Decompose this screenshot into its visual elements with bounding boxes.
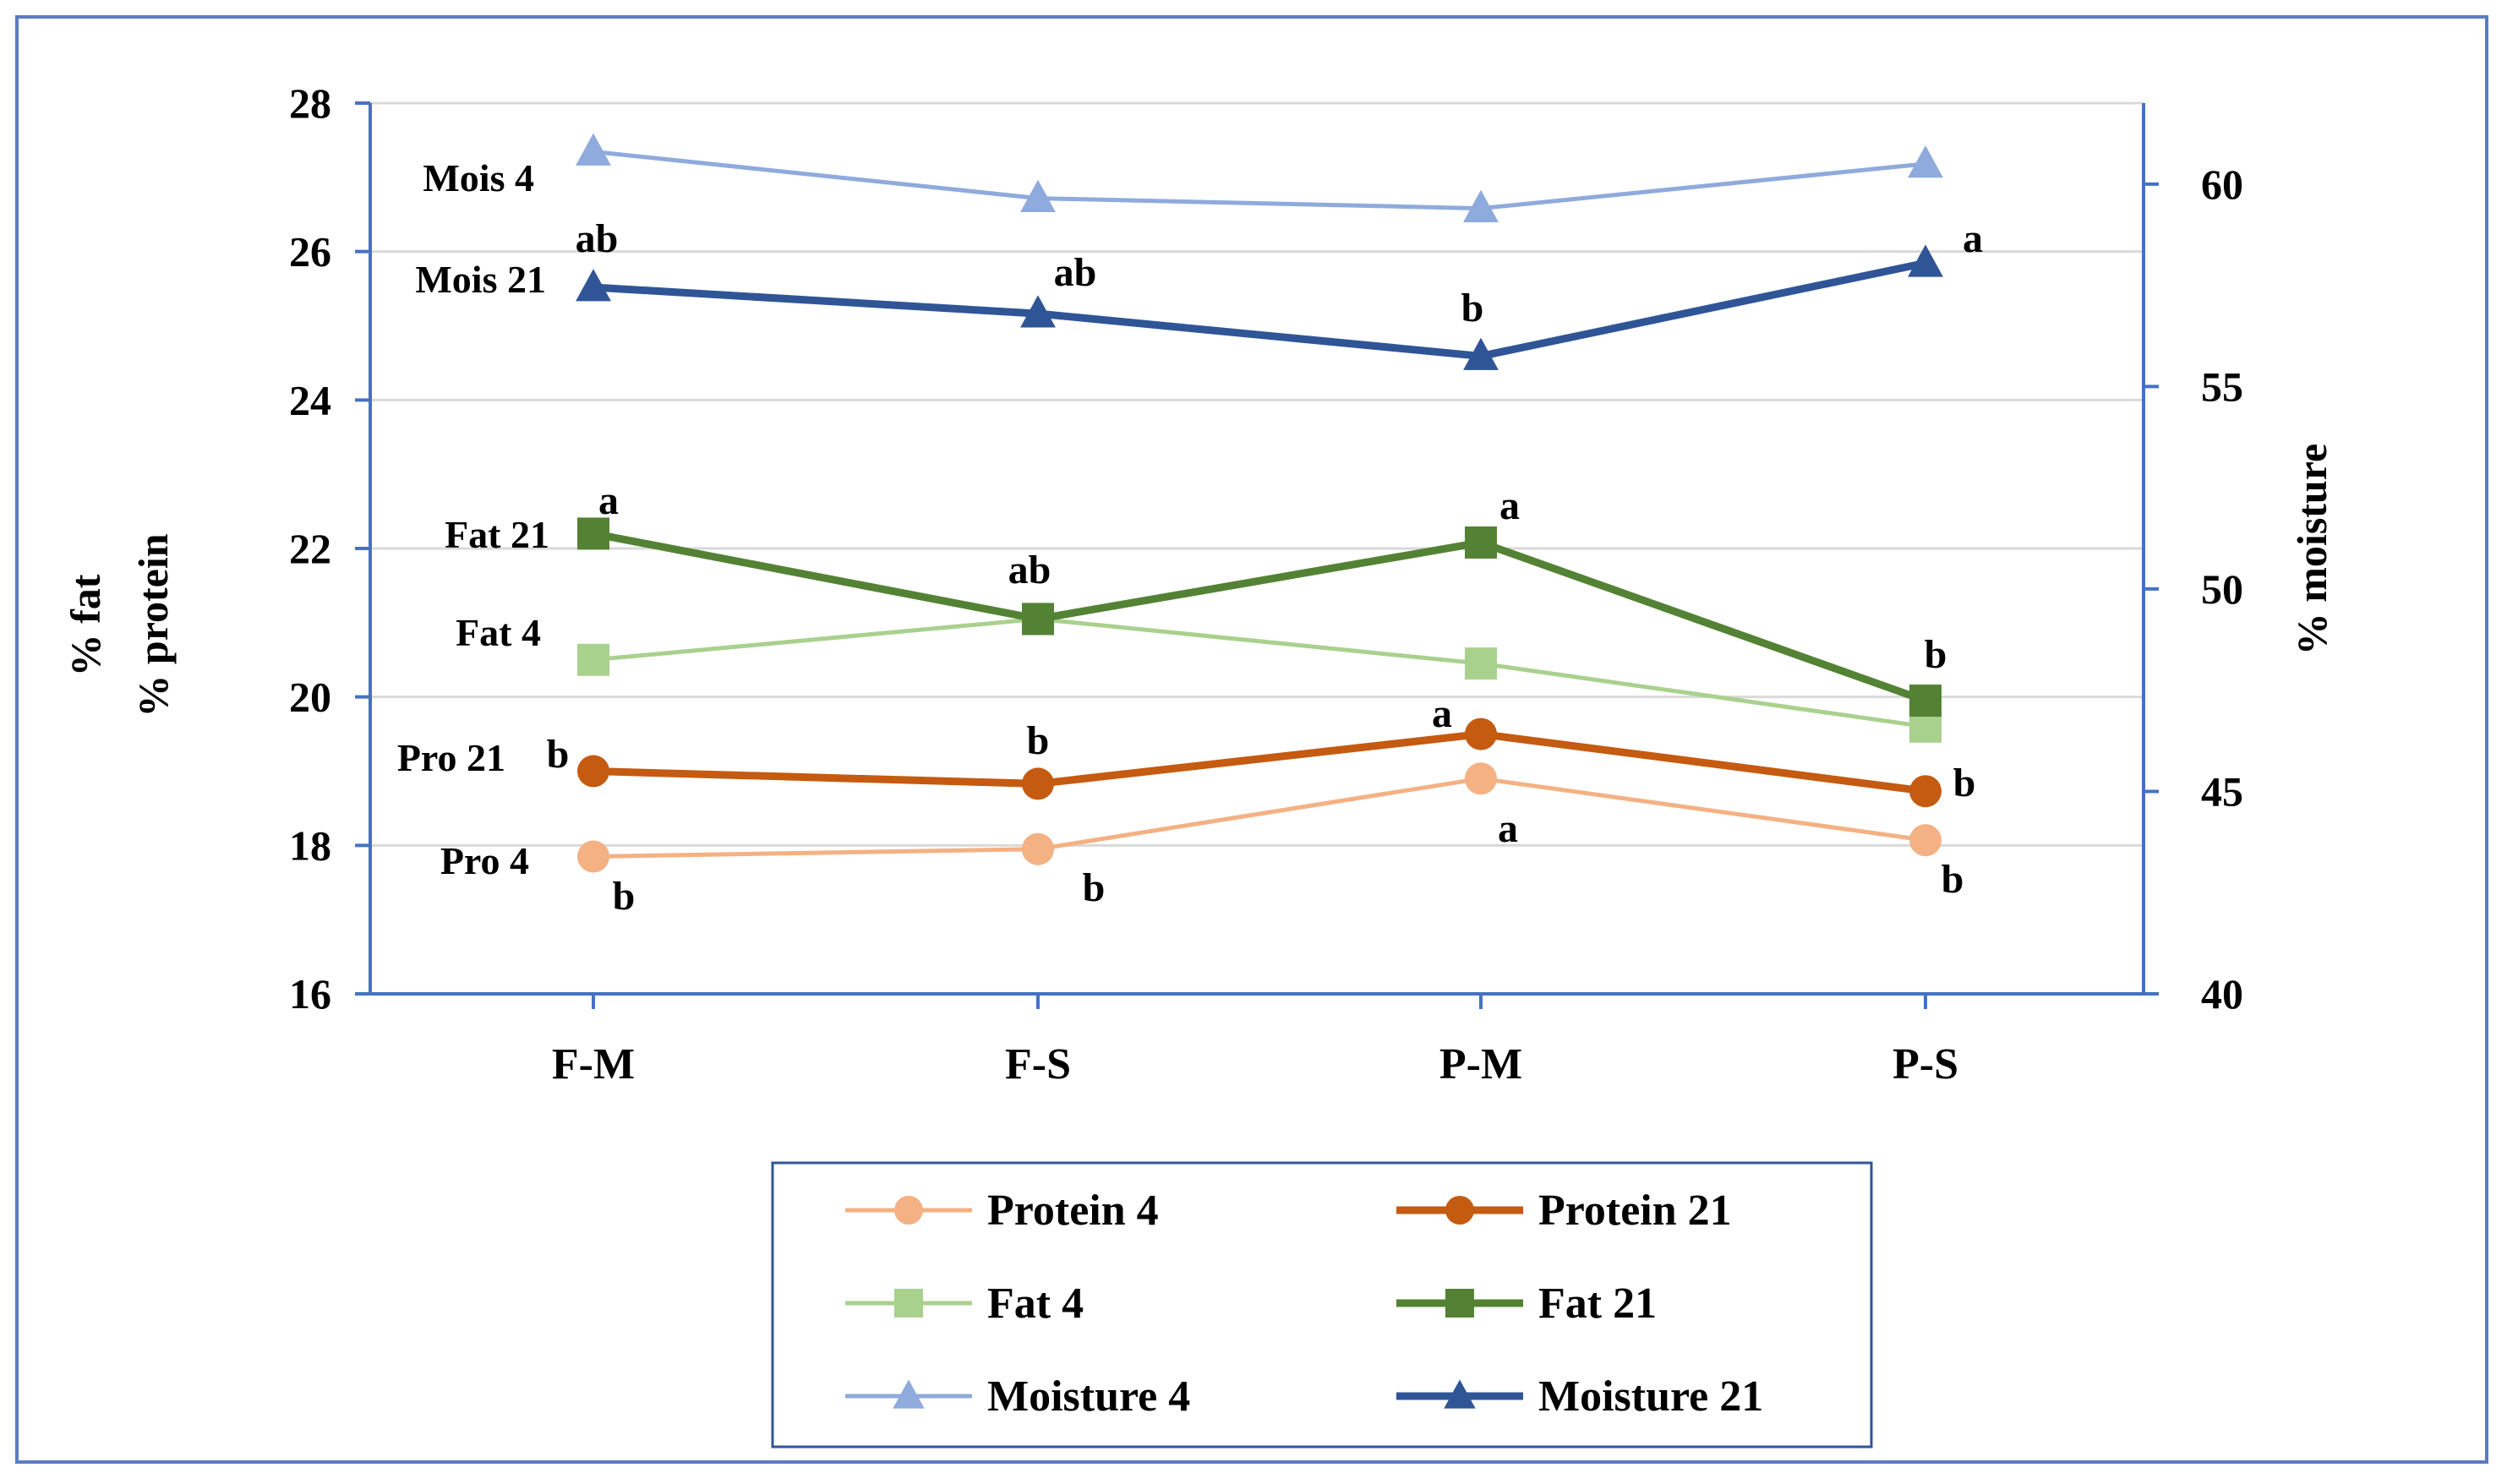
legend-label: Protein 4 [987, 1187, 1159, 1235]
y-left-tick-label: 24 [289, 376, 331, 423]
legend-label: Protein 21 [1538, 1187, 1732, 1235]
series-line-moisture-4 [593, 150, 1926, 211]
significance-letter: ab [576, 216, 619, 261]
data-point-moisture-21 [1463, 337, 1499, 370]
data-point-protein-21 [577, 755, 609, 788]
y-left-tick-label: 28 [289, 79, 331, 127]
y-right-tick-label: 40 [2201, 970, 2243, 1018]
data-point-fat-21 [577, 517, 609, 550]
legend-swatch-marker [1444, 1379, 1476, 1409]
legend-swatch-marker [894, 1289, 923, 1318]
series-tag: Pro 21 [397, 736, 505, 779]
y-left-tick-label: 18 [289, 821, 331, 869]
series-tag: Pro 4 [440, 839, 529, 882]
significance-letter: b [1027, 718, 1050, 763]
legend-swatch-marker [893, 1379, 925, 1409]
significance-letter: a [598, 478, 619, 523]
data-point-fat-21 [1022, 603, 1054, 636]
y-left-tick-label: 26 [289, 228, 331, 276]
data-point-protein-21 [1909, 775, 1942, 808]
y-left-tick-label: 22 [289, 525, 331, 572]
data-point-moisture-4 [576, 133, 611, 166]
x-tick-label: P-S [1893, 1040, 1958, 1088]
series-tag: Fat 4 [456, 611, 541, 654]
y-axis-right-label: % moisture [2288, 444, 2335, 655]
y-axis-left-label-line-1: % fat [62, 574, 109, 676]
legend-label: Moisture 4 [987, 1372, 1190, 1421]
data-point-protein-4 [1465, 762, 1497, 795]
series-line-protein-4 [593, 776, 1926, 859]
data-point-protein-21 [1465, 717, 1497, 750]
gridlines [370, 101, 2144, 847]
legend-swatch-marker [1445, 1196, 1474, 1225]
data-point-fat-4 [577, 643, 609, 676]
significance-letter: ab [1054, 250, 1097, 295]
data-point-moisture-21 [576, 269, 611, 302]
significance-letter: b [1083, 865, 1106, 910]
series-tag: Mois 4 [423, 156, 534, 199]
legend-swatch-marker [1445, 1289, 1474, 1318]
series-line-fat-4 [593, 616, 1926, 729]
axis-titles: % fat % protein % moisture [62, 444, 2335, 717]
series-lines [593, 150, 1927, 859]
data-point-moisture-21 [1908, 244, 1943, 277]
data-point-fat-21 [1465, 526, 1497, 559]
legend-label: Fat 21 [1538, 1279, 1657, 1328]
y-right-tick-label: 45 [2201, 767, 2243, 815]
significance-letter: b [1461, 286, 1484, 330]
significance-letter: a [1432, 691, 1452, 736]
significance-letter: b [1942, 857, 1964, 902]
y-right-tick-label: 60 [2201, 161, 2243, 208]
series-line-moisture-21 [593, 259, 1926, 360]
x-tick-label: F-M [552, 1040, 635, 1088]
legend-label: Moisture 21 [1538, 1372, 1763, 1421]
series-tag: Mois 21 [415, 258, 546, 301]
significance-letter: a [1498, 806, 1518, 851]
legend-swatch-marker [894, 1196, 923, 1225]
y-axis-left-label-line-2: % protein [129, 533, 177, 717]
y-left-tick-label: 16 [289, 970, 331, 1018]
x-tick-label: F-S [1005, 1040, 1071, 1088]
data-point-moisture-21 [1020, 295, 1056, 328]
data-point-fat-4 [1465, 647, 1497, 680]
legend-label: Fat 4 [987, 1279, 1084, 1328]
legend: Protein 4 Protein 21 Fat 4 Fat 21 Moisture 4… [771, 1161, 1873, 1449]
series-markers [576, 133, 1943, 873]
data-point-protein-21 [1022, 767, 1054, 800]
series-tag: Fat 21 [445, 513, 549, 556]
y-left-tick-label: 20 [289, 674, 331, 721]
data-point-protein-4 [1909, 824, 1942, 857]
significance-letter: b [547, 732, 570, 777]
series-line-protein-21 [593, 730, 1926, 795]
tick-labels: 16 18 20 22 24 26 28 40 45 50 55 60 F-M F-S P-M P-S [289, 79, 2243, 1088]
data-point-moisture-4 [1908, 145, 1943, 178]
data-point-moisture-4 [1463, 189, 1499, 222]
series-line-fat-21 [593, 530, 1927, 705]
significance-letter: a [1963, 216, 1983, 261]
y-right-tick-label: 50 [2201, 565, 2243, 613]
significance-letter: b [613, 874, 636, 919]
significance-letter: b [1925, 632, 1947, 677]
y-right-tick-label: 55 [2201, 363, 2243, 410]
data-point-moisture-4 [1020, 179, 1056, 212]
data-point-fat-21 [1909, 685, 1942, 717]
significance-letter: a [1499, 483, 1520, 528]
data-point-protein-4 [1022, 832, 1054, 865]
data-point-protein-4 [577, 840, 609, 873]
x-tick-label: P-M [1439, 1040, 1522, 1088]
significance-letter: b [1953, 761, 1976, 805]
axes [355, 101, 2159, 1009]
significance-letter: ab [1008, 548, 1051, 592]
